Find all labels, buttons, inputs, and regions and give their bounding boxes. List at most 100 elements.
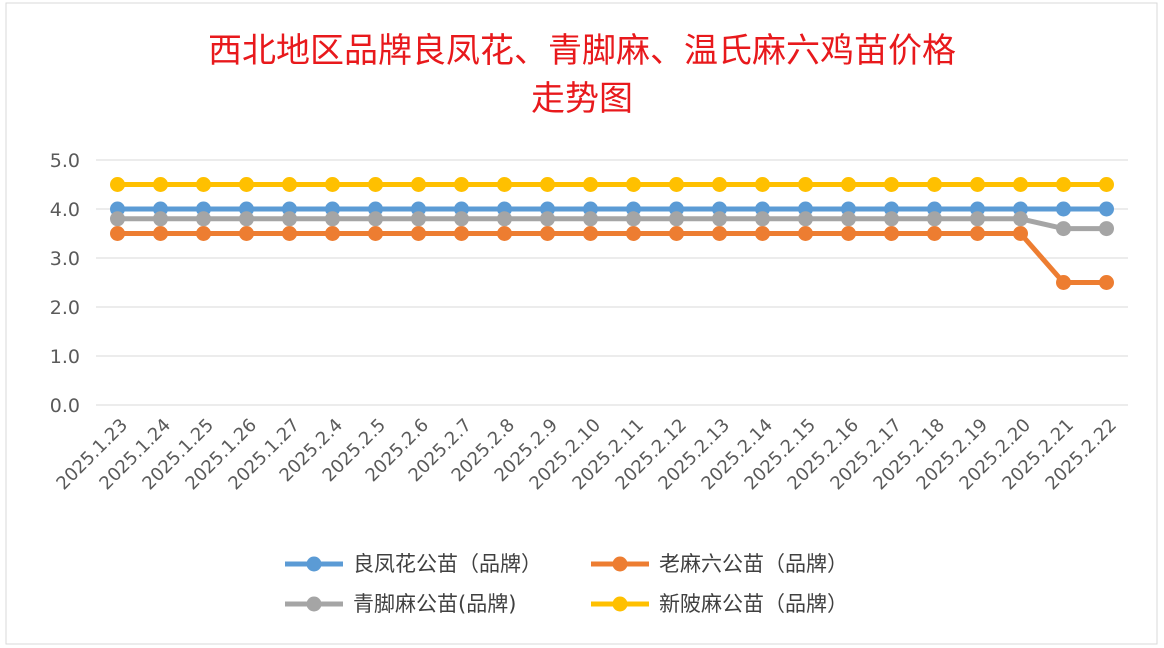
legend-label: 青脚麻公苗(品牌) [353, 592, 516, 616]
data-point [1056, 177, 1071, 192]
data-point [970, 177, 985, 192]
data-point [1056, 221, 1071, 237]
data-point [540, 226, 555, 241]
data-point [325, 211, 340, 227]
y-tick-label: 2.0 [50, 297, 80, 319]
data-point [884, 177, 899, 192]
legend-label: 新陂麻公苗（品牌） [659, 592, 848, 616]
data-point [755, 177, 770, 192]
data-point [626, 211, 641, 227]
data-point [282, 177, 297, 192]
series-lines [110, 177, 1114, 290]
data-point [841, 211, 856, 227]
data-point [454, 211, 469, 227]
data-point [583, 226, 598, 241]
legend-item: 良凤花公苗（品牌） [285, 552, 542, 576]
data-point [970, 226, 985, 241]
data-point [884, 211, 899, 227]
data-point [669, 211, 684, 227]
data-point [1056, 201, 1071, 217]
data-point [970, 211, 985, 227]
data-point [1099, 275, 1114, 290]
legend-marker [306, 596, 322, 612]
data-point [497, 177, 512, 192]
legend-item: 青脚麻公苗(品牌) [285, 592, 516, 616]
data-point [196, 226, 211, 241]
data-point [1013, 177, 1028, 192]
data-point [1013, 211, 1028, 227]
y-tick-label: 3.0 [50, 248, 80, 270]
data-point [1099, 221, 1114, 237]
data-point [884, 226, 899, 241]
legend-item: 新陂麻公苗（品牌） [591, 592, 848, 616]
data-point [712, 226, 727, 241]
data-point [798, 211, 813, 227]
data-point [712, 177, 727, 192]
data-point [411, 211, 426, 227]
data-point [755, 226, 770, 241]
y-tick-label: 1.0 [50, 346, 80, 368]
data-point [712, 211, 727, 227]
data-point [153, 226, 168, 241]
data-point [798, 177, 813, 192]
data-point [196, 211, 211, 227]
data-point [110, 226, 125, 241]
data-point [325, 226, 340, 241]
data-point [927, 211, 942, 227]
data-point [927, 226, 942, 241]
data-point [239, 177, 254, 192]
data-point [196, 177, 211, 192]
data-point [626, 226, 641, 241]
data-point [454, 177, 469, 192]
data-point [239, 226, 254, 241]
chart-title-line-1: 西北地区品牌良凤花、青脚麻、温氏麻六鸡苗价格 [208, 31, 956, 71]
data-point [368, 226, 383, 241]
data-point [626, 177, 641, 192]
data-point [110, 177, 125, 192]
data-point [583, 177, 598, 192]
series-3 [110, 177, 1114, 192]
y-tick-label: 4.0 [50, 199, 80, 221]
chart-title-line-2: 走势图 [531, 79, 633, 119]
series-1 [110, 226, 1114, 290]
data-point [411, 177, 426, 192]
data-point [540, 211, 555, 227]
y-tick-label: 5.0 [50, 150, 80, 172]
data-point [755, 211, 770, 227]
data-point [110, 211, 125, 227]
data-point [841, 177, 856, 192]
legend-label: 老麻六公苗（品牌） [659, 552, 848, 576]
data-point [282, 226, 297, 241]
legend-item: 老麻六公苗（品牌） [591, 552, 848, 576]
data-point [1013, 226, 1028, 241]
data-point [368, 211, 383, 227]
data-point [282, 211, 297, 227]
legend: 良凤花公苗（品牌） 老麻六公苗（品牌） 青脚麻公苗(品牌) 新陂麻公苗（品牌） [285, 552, 848, 616]
data-point [325, 177, 340, 192]
data-point [368, 177, 383, 192]
series-2 [110, 211, 1114, 237]
data-point [1099, 177, 1114, 192]
data-point [497, 211, 512, 227]
data-point [454, 226, 469, 241]
data-point [841, 226, 856, 241]
data-point [927, 177, 942, 192]
data-point [669, 226, 684, 241]
data-point [1099, 201, 1114, 217]
legend-marker [612, 596, 628, 612]
chart-border [5, 2, 1158, 645]
legend-label: 良凤花公苗（品牌） [353, 552, 542, 576]
y-axis-ticks: 0.0 1.0 2.0 3.0 4.0 5.0 [50, 150, 80, 417]
data-point [497, 226, 512, 241]
legend-marker [612, 556, 628, 572]
data-point [583, 211, 598, 227]
data-point [239, 211, 254, 227]
data-point [798, 226, 813, 241]
data-point [153, 177, 168, 192]
legend-marker [306, 556, 322, 572]
data-point [1056, 275, 1071, 290]
data-point [411, 226, 426, 241]
